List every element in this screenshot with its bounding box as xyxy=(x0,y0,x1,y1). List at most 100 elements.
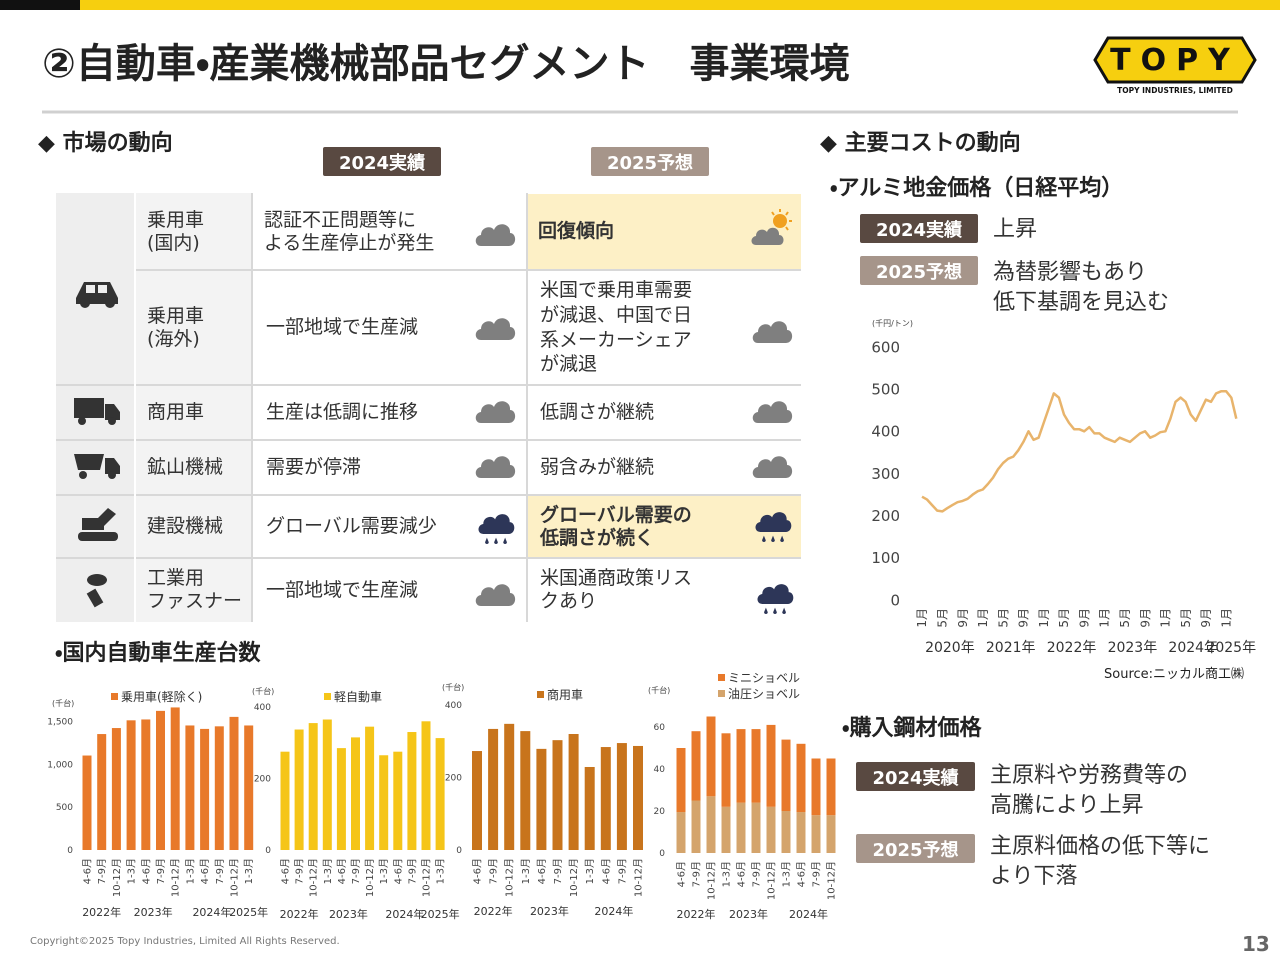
x-tick-label: 5月 xyxy=(996,608,1010,628)
x-group-label: 2023年 xyxy=(329,907,368,921)
y-tick-label: 0 xyxy=(890,591,900,609)
bar-segment xyxy=(796,743,806,813)
bar xyxy=(280,751,290,850)
bar-segment xyxy=(781,811,791,853)
weather-cloud xyxy=(752,401,793,423)
y-tick-label: 400 xyxy=(254,703,271,713)
x-tick-label: 9月 xyxy=(1017,608,1031,628)
section-heading: ◆ 主要コストの動向 xyxy=(820,131,1021,156)
y-axis-label: (千台) xyxy=(442,682,464,692)
bar xyxy=(633,745,643,850)
bar xyxy=(294,729,304,850)
y-tick-label: 500 xyxy=(871,380,900,398)
legend-swatch xyxy=(718,674,725,681)
category: 鉱山機械 xyxy=(147,456,224,479)
cell-2025: 弱含みが継続 xyxy=(540,456,655,479)
year-tag: 2025予想 xyxy=(856,834,975,863)
bar xyxy=(141,719,151,850)
bar-segment xyxy=(781,739,791,811)
x-group-label: 2024年 xyxy=(385,907,424,921)
y-axis-label: (千台) xyxy=(52,698,74,708)
y-tick-label: 1,000 xyxy=(47,760,73,770)
bar xyxy=(82,755,92,850)
bar xyxy=(435,738,445,850)
bar xyxy=(322,719,332,850)
x-tick-label: 7-9月 xyxy=(811,861,823,887)
bar xyxy=(520,731,531,850)
bar xyxy=(488,728,499,850)
x-tick-label: 1-3月 xyxy=(184,858,196,884)
x-group-label: 2023年 xyxy=(530,904,569,918)
logo: TOPY xyxy=(1110,43,1240,78)
weather-cloud xyxy=(475,456,516,478)
x-group-label: 2022年 xyxy=(474,904,513,918)
x-tick-label: 4-6月 xyxy=(676,861,688,887)
y-tick-label: 200 xyxy=(254,775,271,785)
y-tick-label: 500 xyxy=(56,803,73,813)
x-tick-label: 5月 xyxy=(935,608,949,628)
year-tag: 2024実績 xyxy=(860,214,978,243)
bar-segment xyxy=(751,729,761,803)
x-tick-label: 1-3月 xyxy=(721,861,733,887)
x-group-label: 2024年 xyxy=(1168,640,1218,656)
bar-segment xyxy=(676,748,686,813)
x-tick-label: 1-3月 xyxy=(584,858,596,884)
bar xyxy=(308,723,318,850)
x-tick-label: 1-3月 xyxy=(126,858,138,884)
weather-rain xyxy=(478,514,515,544)
x-group-label: 2022年 xyxy=(82,905,121,919)
column-tag: 2024実績 xyxy=(323,147,441,176)
bar xyxy=(336,748,346,850)
x-tick-label: 1月 xyxy=(1098,608,1112,628)
x-tick-label: 10-12月 xyxy=(706,861,718,900)
y-tick-label: 400 xyxy=(445,701,462,711)
y-tick-label: 20 xyxy=(654,807,666,817)
x-tick-label: 4-6月 xyxy=(280,858,292,884)
x-group-label: 2023年 xyxy=(729,907,768,921)
bar-segment xyxy=(796,812,806,853)
x-group-label: 2021年 xyxy=(986,640,1036,656)
bar-segment xyxy=(691,731,701,801)
x-tick-label: 9月 xyxy=(1077,608,1091,628)
bar xyxy=(393,751,403,850)
bar xyxy=(214,726,224,850)
bar-segment xyxy=(826,758,836,816)
cell-2024: 認証不正問題等に よる生産停止が発生 xyxy=(264,208,435,254)
bar xyxy=(111,728,121,850)
bar-segment xyxy=(826,815,836,853)
x-tick-label: 4-6月 xyxy=(336,858,348,884)
subsection-title: ・アルミ地金価格（日経平均） xyxy=(830,176,1124,201)
x-tick-label: 5月 xyxy=(1179,608,1193,628)
x-tick-label: 1月 xyxy=(1219,608,1233,628)
cell-2025: 低調さが継続 xyxy=(540,401,655,424)
category: 商用車 xyxy=(147,401,205,424)
x-tick-label: 7-9月 xyxy=(350,858,362,884)
weather-cloud xyxy=(475,224,516,246)
bar xyxy=(407,732,417,850)
section-heading: ◆ 市場の動向 xyxy=(38,131,173,156)
page-title: ②自動車・産業機械部品セグメント 事業環境 xyxy=(42,41,850,87)
x-tick-label: 7-9月 xyxy=(751,861,763,887)
cost-text: 主原料や労務費等の 高騰により上昇 xyxy=(990,763,1189,818)
legend-label: 商用車 xyxy=(547,688,583,702)
bar xyxy=(568,734,579,850)
x-tick-label: 4-6月 xyxy=(536,858,548,884)
category-column xyxy=(136,193,252,622)
bar xyxy=(552,740,563,850)
x-tick-label: 4-6月 xyxy=(472,858,484,884)
bar-segment xyxy=(706,796,716,853)
weather-rain xyxy=(757,584,794,614)
bar-segment xyxy=(766,806,776,853)
y-axis-label: (千台) xyxy=(252,686,274,696)
icon-car xyxy=(76,282,118,308)
data-line xyxy=(921,390,1238,513)
x-tick-label: 10-12月 xyxy=(111,858,123,897)
x-tick-label: 4-6月 xyxy=(140,858,152,884)
category: 工業用 ファスナー xyxy=(147,567,243,612)
y-tick-label: 200 xyxy=(871,507,900,525)
y-tick-label: 0 xyxy=(659,849,665,859)
y-axis-label: (千円/トン) xyxy=(872,318,913,328)
x-tick-label: 10-12月 xyxy=(633,858,645,897)
x-tick-label: 1月 xyxy=(915,608,929,628)
x-tick-label: 4-6月 xyxy=(392,858,404,884)
